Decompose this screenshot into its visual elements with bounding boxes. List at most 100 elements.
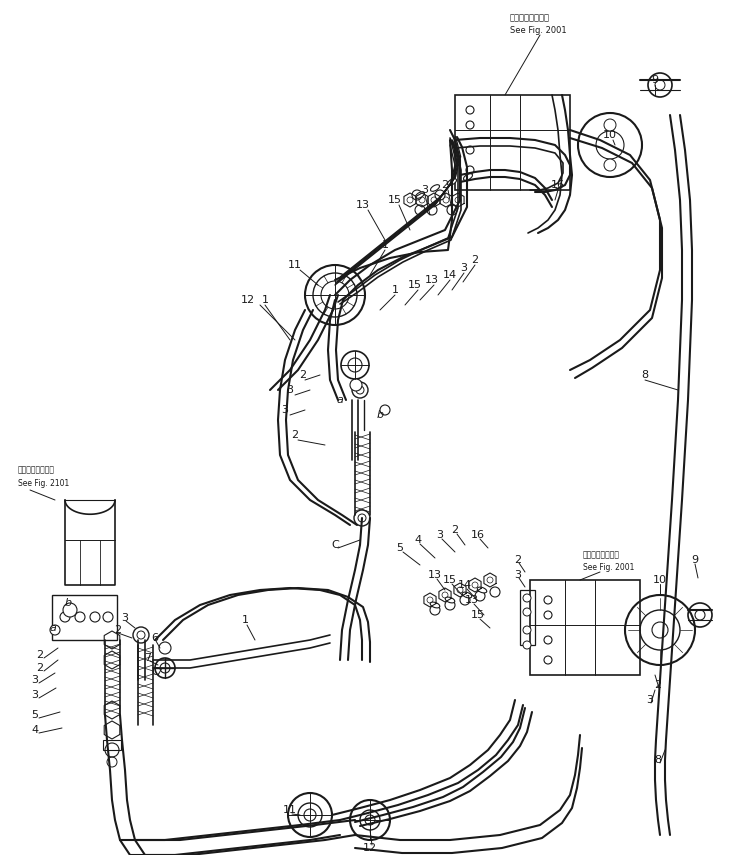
Text: 3: 3: [515, 570, 522, 580]
Text: 13: 13: [425, 275, 439, 285]
Text: 12: 12: [241, 295, 255, 305]
Circle shape: [63, 603, 77, 617]
Text: 2: 2: [655, 680, 661, 690]
Circle shape: [523, 608, 531, 616]
Circle shape: [356, 386, 364, 394]
Circle shape: [430, 605, 440, 615]
Text: a: a: [336, 395, 344, 405]
Circle shape: [103, 612, 113, 622]
Text: 15: 15: [471, 610, 485, 620]
Circle shape: [652, 622, 668, 638]
Text: 3: 3: [31, 675, 39, 685]
Circle shape: [460, 595, 470, 605]
Circle shape: [475, 591, 485, 601]
Circle shape: [523, 626, 531, 634]
Circle shape: [604, 159, 616, 171]
Text: 3: 3: [461, 263, 467, 273]
Circle shape: [455, 197, 461, 203]
Text: 16: 16: [551, 180, 565, 190]
Text: 3: 3: [281, 405, 289, 415]
Text: 13: 13: [428, 570, 442, 580]
Circle shape: [466, 146, 474, 154]
Text: 11: 11: [283, 805, 297, 815]
Text: 8: 8: [655, 755, 661, 765]
Text: 13: 13: [465, 595, 479, 605]
Text: 5: 5: [31, 710, 39, 720]
Text: 1: 1: [242, 615, 248, 625]
Text: 4: 4: [414, 535, 422, 545]
Text: 1: 1: [261, 295, 269, 305]
Text: 第２００１図参照: 第２００１図参照: [583, 551, 620, 559]
Circle shape: [160, 663, 170, 673]
Text: 1: 1: [382, 240, 388, 250]
Circle shape: [544, 636, 552, 644]
Text: 3: 3: [31, 690, 39, 700]
Text: 15: 15: [443, 575, 457, 585]
Text: 9: 9: [652, 75, 658, 85]
Ellipse shape: [477, 587, 487, 593]
Circle shape: [523, 641, 531, 649]
Circle shape: [695, 610, 705, 620]
Circle shape: [544, 656, 552, 664]
Text: 2: 2: [299, 370, 307, 380]
Text: 15: 15: [388, 195, 402, 205]
Text: 5: 5: [397, 543, 403, 553]
Ellipse shape: [464, 174, 472, 180]
Circle shape: [466, 121, 474, 129]
Text: 第２１０１図参照: 第２１０１図参照: [18, 465, 55, 475]
Ellipse shape: [447, 179, 457, 186]
Text: C: C: [331, 540, 339, 550]
Text: 7: 7: [144, 653, 152, 663]
Bar: [103, 740, 121, 750]
Circle shape: [431, 197, 437, 203]
Text: 2: 2: [36, 650, 44, 660]
Text: 3: 3: [121, 613, 129, 623]
Circle shape: [304, 809, 316, 821]
Circle shape: [352, 382, 368, 398]
Text: 1: 1: [391, 285, 399, 295]
Text: See Fig. 2001: See Fig. 2001: [510, 26, 567, 34]
Text: 14: 14: [443, 270, 457, 280]
Circle shape: [137, 631, 145, 639]
Circle shape: [472, 582, 478, 588]
Circle shape: [544, 611, 552, 619]
Circle shape: [466, 106, 474, 114]
Ellipse shape: [430, 602, 440, 608]
Text: 9: 9: [691, 555, 699, 565]
Text: 10: 10: [603, 130, 617, 140]
Text: 3: 3: [286, 385, 293, 395]
Text: 3: 3: [647, 695, 653, 705]
Circle shape: [442, 592, 448, 598]
Circle shape: [50, 625, 60, 635]
Ellipse shape: [415, 192, 425, 198]
Text: 13: 13: [356, 200, 370, 210]
Text: See Fig. 2001: See Fig. 2001: [583, 563, 635, 573]
Circle shape: [466, 166, 474, 174]
Circle shape: [133, 627, 149, 643]
Text: 3: 3: [437, 530, 443, 540]
Circle shape: [435, 190, 445, 200]
Text: 4: 4: [31, 725, 39, 735]
Bar: [52, 595, 117, 640]
Circle shape: [155, 658, 175, 678]
Circle shape: [445, 600, 455, 610]
Circle shape: [427, 205, 437, 215]
Text: 3: 3: [422, 185, 429, 195]
Text: 2: 2: [452, 525, 458, 535]
Circle shape: [407, 197, 413, 203]
Text: b: b: [65, 598, 71, 608]
Circle shape: [415, 205, 425, 215]
Circle shape: [427, 597, 433, 603]
Text: 第２００１図参照: 第２００１図参照: [510, 14, 550, 22]
Text: C: C: [151, 667, 159, 677]
Text: 15: 15: [408, 280, 422, 290]
Circle shape: [412, 190, 422, 200]
Circle shape: [90, 612, 100, 622]
Text: 2: 2: [36, 663, 44, 673]
Circle shape: [523, 594, 531, 602]
Circle shape: [655, 80, 665, 90]
Circle shape: [604, 119, 616, 131]
Text: 14: 14: [458, 580, 472, 590]
Text: 2: 2: [472, 255, 478, 265]
Ellipse shape: [445, 597, 455, 603]
